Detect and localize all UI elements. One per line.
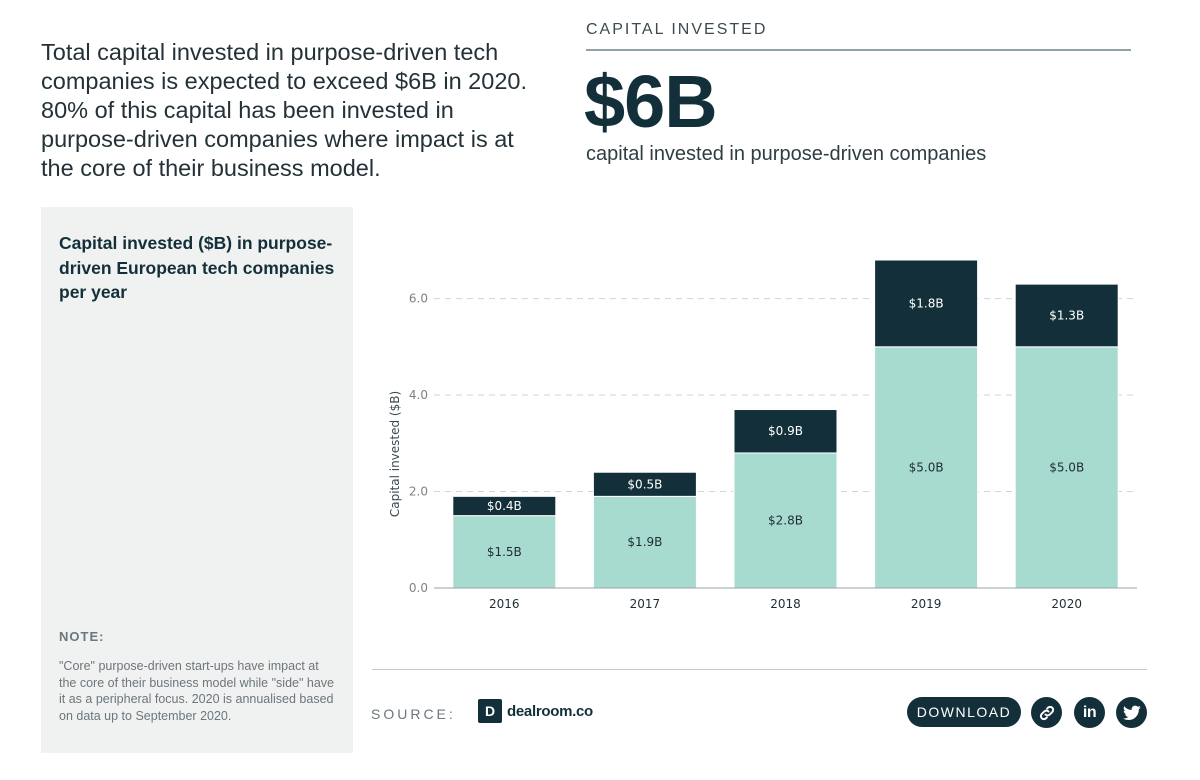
bar-side [1014, 283, 1119, 348]
dealroom-logo-text: dealroom.co [507, 702, 593, 720]
y-tick-label: 4.0 [409, 388, 428, 402]
y-tick-label: 0.0 [409, 581, 428, 595]
bar-core [733, 452, 838, 589]
x-tick-label: 2020 [1051, 597, 1082, 611]
data-label: $2.8B [768, 513, 803, 527]
chart-title: Capital invested ($B) in purpose-driven … [59, 233, 335, 302]
download-button[interactable]: DOWNLOAD [907, 697, 1021, 727]
y-tick-label: 2.0 [409, 485, 428, 499]
chart-info-panel: Capital invested ($B) in purpose-driven … [41, 207, 353, 753]
y-axis-label: Capital invested ($B) [388, 391, 402, 517]
x-tick-label: 2018 [770, 597, 801, 611]
twitter-share-button[interactable] [1116, 697, 1147, 728]
data-label: $1.8B [909, 296, 944, 310]
note-heading: NOTE: [59, 629, 105, 644]
bar-side [452, 495, 557, 517]
dealroom-logo-mark: D [478, 699, 502, 723]
linkedin-icon: in [1082, 703, 1097, 721]
bar-side [874, 259, 979, 348]
bar-side [592, 471, 697, 497]
data-label: $5.0B [909, 460, 944, 474]
footer-divider [372, 669, 1147, 670]
data-label: $0.5B [627, 477, 662, 491]
note-text: "Core" purpose-driven start-ups have imp… [59, 659, 334, 723]
x-tick-label: 2016 [489, 597, 520, 611]
linkedin-share-button[interactable]: in [1074, 697, 1105, 728]
kpi-description: capital invested in purpose-driven compa… [586, 143, 987, 165]
intro-text: Total capital invested in purpose-driven… [41, 39, 527, 181]
bar-core [1014, 346, 1119, 589]
data-label: $5.0B [1049, 460, 1084, 474]
bar-core [874, 346, 979, 589]
x-tick-label: 2019 [911, 597, 942, 611]
data-label: $1.3B [1049, 308, 1084, 322]
dealroom-logo[interactable]: D dealroom.co [478, 699, 593, 723]
copy-link-button[interactable] [1031, 697, 1062, 728]
data-label: $1.5B [487, 545, 522, 559]
kpi-label: CAPITAL INVESTED [586, 21, 1131, 51]
kpi-value: $6B [584, 60, 718, 143]
source-label: SOURCE: [371, 706, 456, 722]
twitter-icon [1122, 705, 1141, 720]
x-tick-label: 2017 [630, 597, 661, 611]
y-tick-label: 6.0 [409, 292, 428, 306]
stacked-bar-chart: 0.0 2.0 4.0 6.0 Capital invested ($B) $1.5B $0… [388, 259, 1137, 611]
link-icon [1039, 705, 1054, 720]
data-label: $0.4B [487, 499, 522, 513]
bar-side [733, 409, 838, 454]
data-label: $1.9B [627, 535, 662, 549]
data-label: $0.9B [768, 424, 803, 438]
